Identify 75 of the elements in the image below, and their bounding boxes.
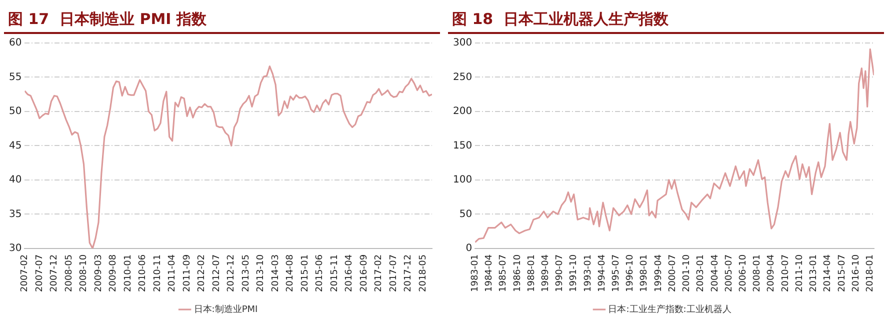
x-tick-label: 2015-11: [330, 254, 340, 292]
x-tick-label: 1991-10: [569, 254, 580, 292]
x-tick-label: 2010-07: [780, 254, 791, 292]
x-tick-label: 2007-02: [20, 254, 30, 292]
x-tick-label: 2008-10: [79, 254, 90, 292]
x-tick-label: 2003-01: [696, 254, 706, 292]
x-tick-label: 2008-05: [64, 254, 74, 292]
x-tick-label: 2009-04: [766, 254, 777, 292]
y-tick-label: 50: [459, 208, 472, 220]
x-tick-label: 2000-07: [668, 254, 678, 292]
x-tick-label: 2017-07: [388, 254, 399, 292]
x-tick-label: 1988-01: [526, 254, 537, 292]
legend-label: 日本:工业生产指数:工业机器人: [608, 304, 732, 315]
x-tick-label: 1989-04: [540, 254, 551, 292]
x-tick-label: 2015-06: [315, 254, 326, 292]
x-tick-label: 1990-07: [555, 254, 566, 292]
x-tick-label: 1994-04: [597, 254, 608, 292]
x-tick-label: 2007-12: [50, 254, 60, 292]
x-tick-label: 2013-10: [256, 254, 266, 292]
x-tick-label: 2016-09: [359, 254, 370, 292]
x-tick-label: 2015-01: [300, 254, 310, 292]
x-tick-label: 1993-01: [583, 254, 594, 292]
x-tick-label: 1983-01: [470, 254, 480, 292]
x-tick-label: 2016-04: [344, 254, 355, 292]
x-tick-label: 1984-04: [484, 254, 495, 292]
y-tick-label: 60: [8, 38, 22, 49]
x-tick-label: 2009-03: [94, 254, 104, 292]
y-tick-label: 150: [452, 140, 472, 152]
x-tick-label: 2008-01: [752, 254, 763, 292]
y-tick-label: 200: [452, 106, 472, 118]
x-tick-label: 2014-03: [270, 254, 281, 292]
y-tick-label: 300: [452, 38, 472, 49]
x-tick-label: 2012-02: [197, 254, 208, 292]
x-tick-label: 2011-10: [794, 254, 805, 292]
x-tick-label: 1986-10: [512, 254, 523, 292]
x-tick-label: 2018-05: [418, 254, 428, 292]
x-tick-label: 2011-04: [168, 254, 178, 292]
x-tick-label: 1995-07: [612, 254, 622, 292]
x-tick-label: 1985-07: [498, 254, 509, 292]
x-tick-label: 2012-07: [212, 254, 222, 292]
y-tick-label: 35: [8, 208, 22, 220]
x-tick-label: 2017-12: [404, 254, 414, 292]
x-tick-label: 2016-10: [851, 254, 862, 292]
y-tick-label: 250: [452, 72, 472, 83]
y-tick-label: 100: [452, 174, 472, 186]
y-tick-label: 30: [8, 242, 22, 254]
y-tick-label: 45: [8, 140, 22, 152]
x-tick-label: 2010-01: [123, 254, 134, 292]
x-tick-label: 2012-12: [226, 254, 237, 292]
y-tick-label: 40: [8, 174, 22, 186]
x-tick-label: 2014-08: [286, 254, 296, 292]
x-tick-label: 1996-10: [626, 254, 636, 292]
x-tick-label: 2013-05: [241, 254, 252, 292]
legend-label: 日本:制造业PMI: [194, 304, 258, 315]
y-tick-label: 55: [8, 72, 22, 83]
y-tick-label: 0: [466, 242, 472, 254]
y-tick-label: 50: [8, 106, 22, 118]
x-tick-label: 2014-04: [823, 254, 834, 292]
x-tick-label: 2017-02: [374, 254, 384, 292]
x-tick-label: 1998-01: [640, 254, 650, 292]
x-tick-label: 2011-09: [182, 254, 192, 292]
x-tick-label: 2001-10: [682, 254, 692, 292]
x-tick-label: 2005-07: [724, 254, 734, 292]
x-tick-label: 2007-07: [34, 254, 45, 292]
x-tick-label: 1999-04: [654, 254, 664, 292]
chart-title: 图 17 日本制造业 PMI 指数: [4, 0, 440, 34]
x-tick-label: 2010-11: [152, 254, 163, 292]
x-tick-label: 2006-10: [738, 254, 748, 292]
x-tick-label: 2018-01: [865, 254, 876, 292]
chart-title: 图 18 日本工业机器人生产指数: [448, 0, 884, 34]
x-tick-label: 2010-06: [138, 254, 148, 292]
x-tick-label: 2009-08: [108, 254, 119, 292]
x-tick-label: 2015-07: [837, 254, 848, 292]
x-tick-label: 2004-04: [710, 254, 720, 292]
x-tick-label: 2013-01: [809, 254, 820, 292]
